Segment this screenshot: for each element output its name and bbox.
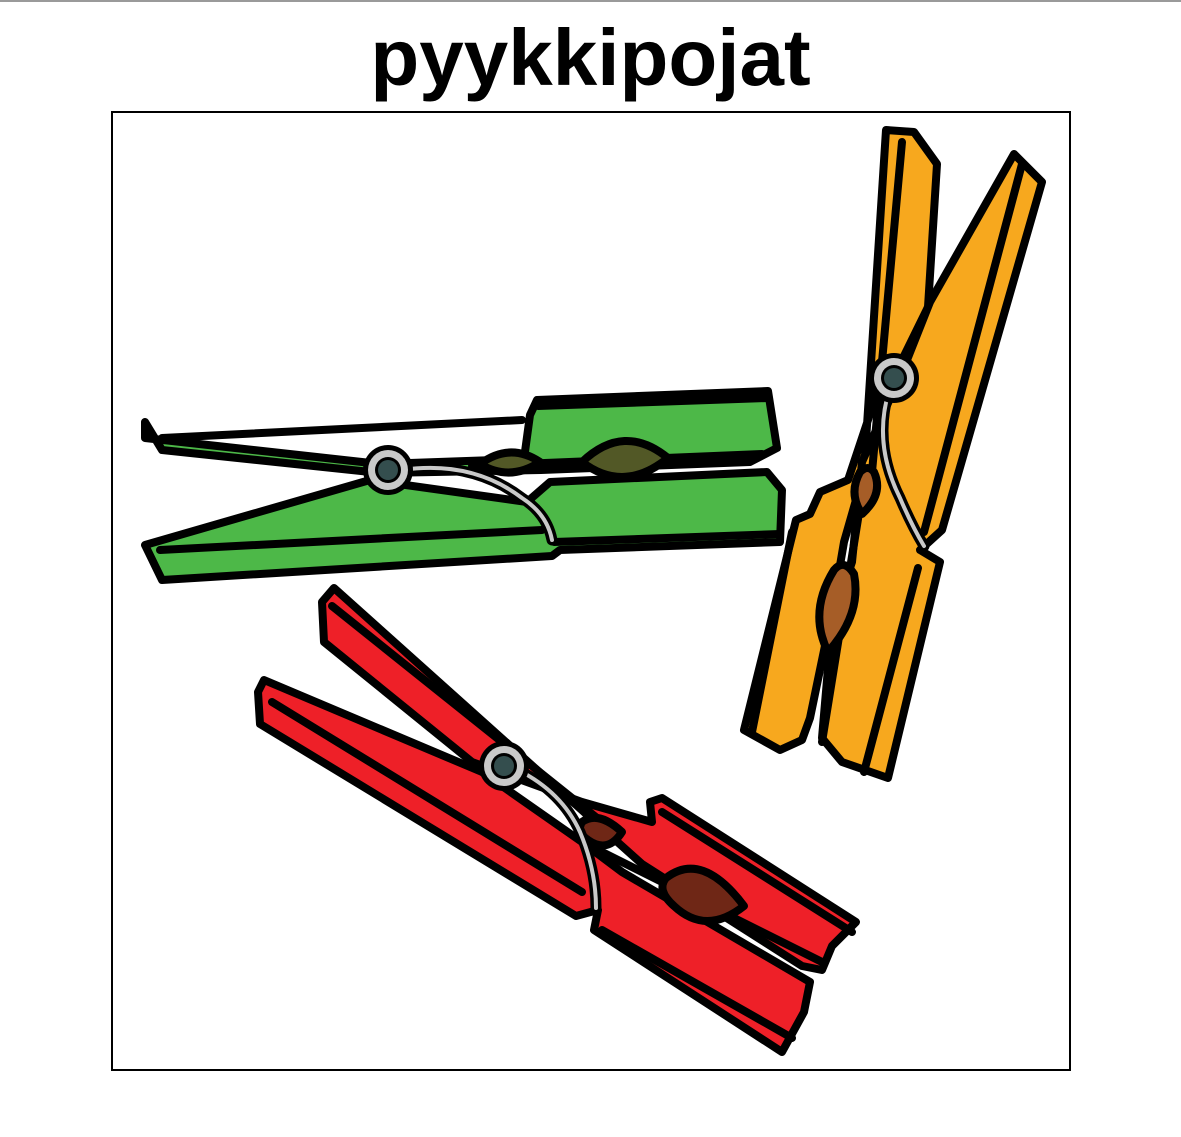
card-title: pyykkipojat [370, 13, 811, 102]
clothespins-icon [141, 126, 1046, 1056]
green-clothespin [141, 387, 786, 584]
top-rule [0, 0, 1181, 2]
orange-clothespin [740, 126, 1046, 782]
picture-frame[interactable] [111, 111, 1071, 1071]
red-clothespin [254, 584, 860, 1056]
